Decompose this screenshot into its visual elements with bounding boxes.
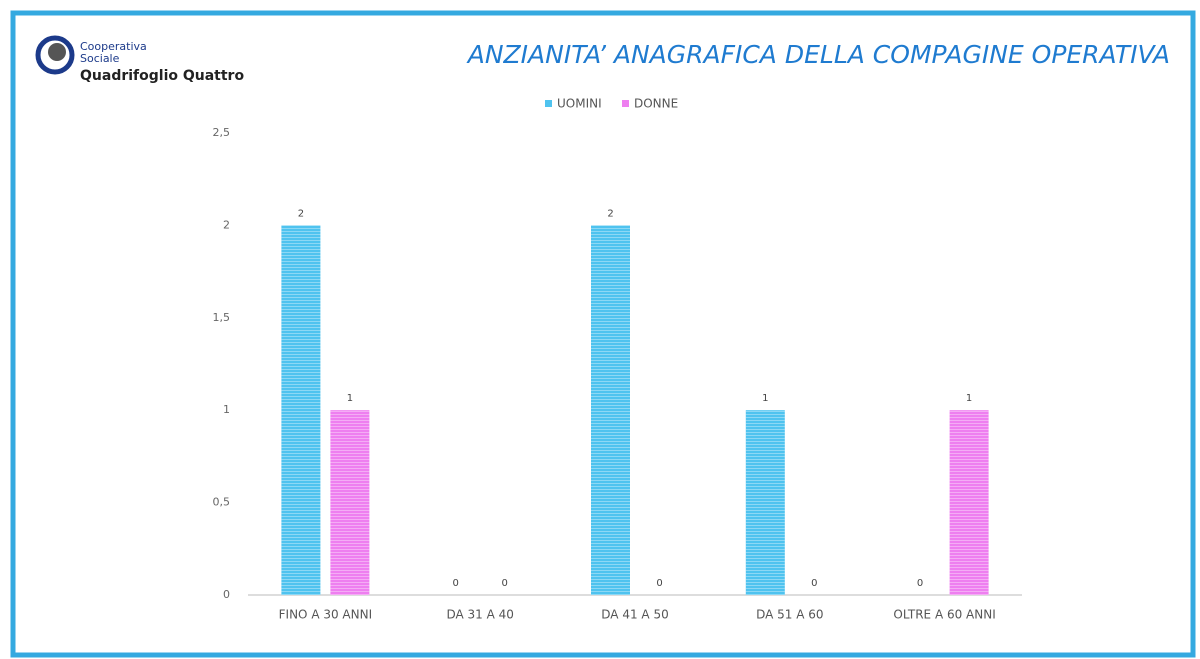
y-tick-label: 2,5 xyxy=(213,126,231,139)
logo-icon xyxy=(35,35,75,75)
data-label: 2 xyxy=(607,208,613,219)
x-tick-label: DA 31 A 40 xyxy=(446,608,513,622)
bar-texture xyxy=(281,225,321,595)
x-tick-label: DA 41 A 50 xyxy=(601,608,668,622)
y-tick-label: 0 xyxy=(223,588,230,601)
data-label: 0 xyxy=(917,578,923,589)
bar-texture xyxy=(330,410,370,595)
frame xyxy=(10,10,1196,658)
data-label: 1 xyxy=(762,393,768,404)
chart-title: ANZIANITA’ ANAGRAFICA DELLA COMPAGINE OP… xyxy=(466,40,1170,69)
data-label: 0 xyxy=(656,578,662,589)
data-label: 0 xyxy=(502,578,508,589)
logo-name: Quadrifoglio Quattro xyxy=(80,68,244,84)
bar-texture xyxy=(949,410,989,595)
legend-label: DONNE xyxy=(634,97,678,111)
y-tick-label: 0,5 xyxy=(213,496,231,509)
x-tick-label: FINO A 30 ANNI xyxy=(279,608,373,622)
legend-swatch xyxy=(545,100,552,107)
data-label: 1 xyxy=(347,393,353,404)
logo-icon-inner xyxy=(48,43,66,61)
logo-text: Sociale xyxy=(80,52,120,65)
data-label: 0 xyxy=(453,578,459,589)
data-label: 1 xyxy=(966,393,972,404)
bar-texture xyxy=(745,410,785,595)
y-tick-label: 2 xyxy=(223,218,230,231)
data-label: 2 xyxy=(298,208,304,219)
x-tick-label: OLTRE A 60 ANNI xyxy=(893,608,995,622)
logo: Cooperativa Sociale Quadrifoglio Quattro xyxy=(35,35,244,84)
data-label: 0 xyxy=(811,578,817,589)
logo-text: Cooperativa xyxy=(80,40,147,53)
y-tick-label: 1,5 xyxy=(213,311,231,324)
legend-swatch xyxy=(622,100,629,107)
y-tick-label: 1 xyxy=(223,403,230,416)
bar-texture xyxy=(591,225,630,595)
x-tick-label: DA 51 A 60 xyxy=(756,608,823,622)
legend-label: UOMINI xyxy=(557,97,602,111)
